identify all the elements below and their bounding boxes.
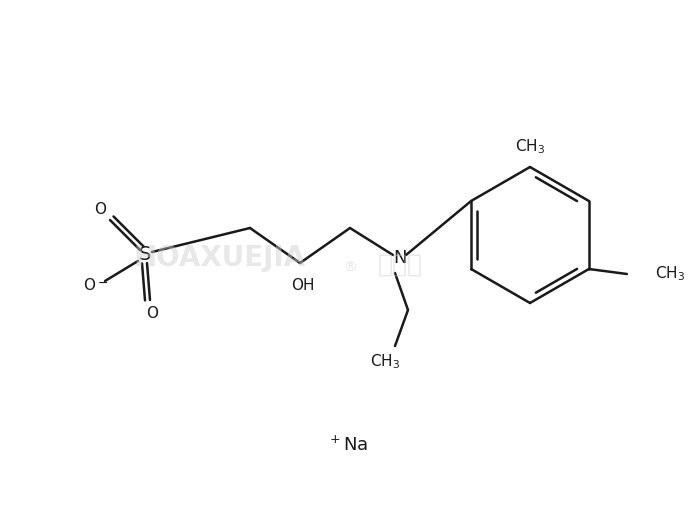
- Text: O: O: [94, 202, 106, 217]
- Text: ®: ®: [343, 261, 357, 275]
- Text: CH$_3$: CH$_3$: [515, 138, 545, 157]
- Text: $^+$Na: $^+$Na: [327, 435, 369, 454]
- Text: OH: OH: [291, 278, 315, 292]
- Text: CH$_3$: CH$_3$: [370, 353, 400, 371]
- Text: 化学加: 化学加: [377, 253, 422, 277]
- Text: HOAXUEJIA: HOAXUEJIA: [134, 244, 306, 272]
- Text: −: −: [98, 277, 109, 290]
- Text: N: N: [393, 249, 406, 267]
- Text: CH$_3$: CH$_3$: [655, 265, 685, 283]
- Text: O: O: [146, 306, 158, 321]
- Text: O: O: [83, 278, 95, 292]
- Text: S: S: [139, 245, 151, 265]
